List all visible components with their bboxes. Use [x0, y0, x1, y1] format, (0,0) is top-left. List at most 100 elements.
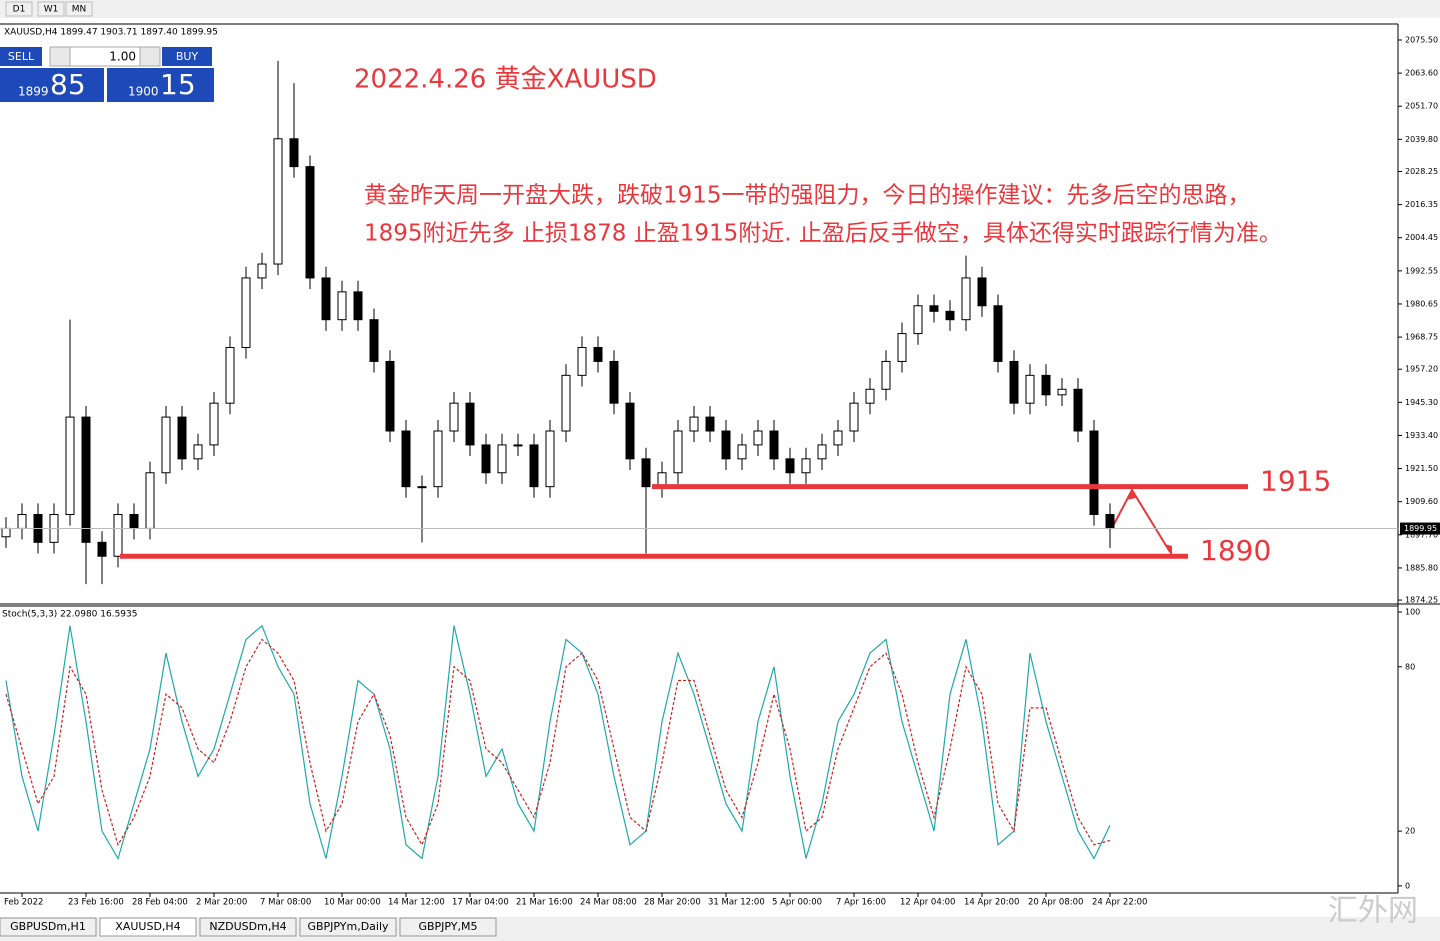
x-tick-label: 5 Apr 00:00 — [772, 898, 822, 908]
lot-value: 1.00 — [109, 50, 136, 64]
candle-body — [849, 402, 859, 432]
candle-body — [433, 430, 443, 488]
x-tick-label: 10 Mar 00:00 — [324, 898, 381, 908]
x-tick-label: 28 Mar 20:00 — [644, 898, 701, 908]
candle-body — [865, 388, 875, 404]
candle-body — [993, 305, 1003, 362]
comment-line: 黄金昨天周一开盘大跌，跌破1915一带的强阻力，今日的操作建议：先多后空的思路， — [364, 183, 1251, 209]
candle-body — [385, 360, 395, 432]
tf-button[interactable] — [37, 1, 65, 17]
candle-body — [1009, 360, 1019, 404]
candle-body — [1073, 388, 1083, 432]
y-tick-label: 100 — [1405, 608, 1420, 617]
candle-body — [913, 305, 923, 335]
y-tick-label: 1945.30 — [1405, 398, 1438, 407]
arrow-head — [1164, 544, 1172, 556]
tab[interactable] — [299, 917, 397, 937]
candle-body — [737, 444, 747, 460]
sell-button[interactable] — [0, 47, 42, 66]
candle-body — [817, 444, 827, 460]
candle-body — [977, 277, 987, 307]
x-tick-label: 14 Apr 20:00 — [964, 898, 1019, 908]
tab[interactable] — [399, 917, 497, 937]
candle-body — [785, 458, 795, 474]
candle-body — [1089, 430, 1099, 515]
candle-body — [1041, 374, 1051, 396]
candle-body — [17, 513, 27, 529]
candle-body — [465, 402, 475, 446]
candle-body — [769, 430, 779, 460]
candle-body — [337, 291, 347, 321]
tab[interactable] — [99, 917, 197, 937]
x-tick-label: 14 Mar 12:00 — [388, 898, 445, 908]
y-tick-label: 2051.70 — [1405, 102, 1438, 111]
candle-body — [193, 444, 203, 460]
candle-body — [641, 458, 651, 488]
level-label: 1890 — [1200, 534, 1271, 567]
arrow-head — [1126, 488, 1136, 500]
candle-body — [129, 513, 139, 529]
tf-label: MN — [72, 5, 87, 15]
lot-down[interactable] — [49, 46, 71, 67]
candle-body — [257, 263, 267, 279]
candle-body — [513, 444, 523, 447]
candle-body — [721, 430, 731, 460]
candle-body — [689, 416, 699, 432]
candle-body — [209, 402, 219, 446]
buy-price-big: 1900 — [128, 85, 159, 99]
candle-body — [753, 430, 763, 446]
tf-button[interactable] — [5, 1, 33, 17]
y-tick-label: 1957.20 — [1405, 365, 1438, 374]
tab[interactable] — [199, 917, 297, 937]
candle-body — [225, 347, 235, 404]
candle-body — [177, 416, 187, 460]
candle-body — [145, 472, 155, 529]
candle-body — [1057, 388, 1067, 396]
y-tick-label: 1980.65 — [1405, 299, 1438, 308]
candle-body — [81, 416, 91, 543]
candle-body — [353, 291, 363, 321]
candle-body — [481, 444, 491, 474]
y-tick-label: 2004.45 — [1405, 233, 1438, 242]
buy-label: BUY — [176, 50, 199, 63]
candle-body — [625, 402, 635, 460]
y-tick-label: 1933.40 — [1405, 431, 1438, 440]
candle-body — [305, 166, 315, 279]
y-tick-label: 2028.25 — [1405, 167, 1438, 176]
x-tick-label: 2 Mar 20:00 — [196, 898, 247, 908]
x-tick-label: 20 Apr 08:00 — [1028, 898, 1083, 908]
candle-body — [97, 541, 107, 557]
y-tick-label: 2039.80 — [1405, 135, 1438, 144]
y-tick-label: 1874.25 — [1405, 596, 1438, 605]
sell-price-box[interactable] — [0, 68, 104, 102]
candle-body — [529, 444, 539, 488]
candle-body — [961, 277, 971, 321]
candle-body — [1, 527, 11, 538]
y-tick-label: 80 — [1405, 662, 1415, 671]
price-tag — [1400, 522, 1440, 535]
candle-body — [273, 138, 283, 265]
buy-price-small: 15 — [160, 68, 196, 101]
stoch-line — [5, 624, 1111, 861]
y-tick-label: 1921.50 — [1405, 464, 1438, 473]
y-tick-label: 0 — [1405, 881, 1410, 890]
candle-body — [545, 430, 555, 488]
candle-body — [289, 138, 299, 168]
lot-up[interactable] — [139, 46, 161, 67]
x-tick-label: Feb 2022 — [4, 898, 43, 908]
buy-button[interactable] — [162, 47, 212, 66]
tf-button[interactable] — [65, 1, 93, 17]
tf-label: W1 — [44, 5, 59, 15]
tab[interactable] — [0, 917, 97, 937]
x-tick-label: 24 Mar 08:00 — [580, 898, 637, 908]
candle-body — [321, 277, 331, 321]
y-tick-label: 1897.70 — [1405, 530, 1438, 539]
level-label: 1915 — [1260, 465, 1331, 498]
tab-label: XAUUSD,H4 — [115, 920, 180, 933]
comment-line: 1895附近先多 止损1878 止盈1915附近. 止盈后反手做空，具体还得实时… — [364, 221, 1282, 247]
chart-header: XAUUSD,H4 1899.47 1903.71 1897.40 1899.9… — [4, 28, 218, 38]
buy-price-box[interactable] — [107, 68, 214, 102]
x-tick-label: 28 Feb 04:00 — [132, 898, 188, 908]
y-tick-label: 20 — [1405, 827, 1415, 836]
